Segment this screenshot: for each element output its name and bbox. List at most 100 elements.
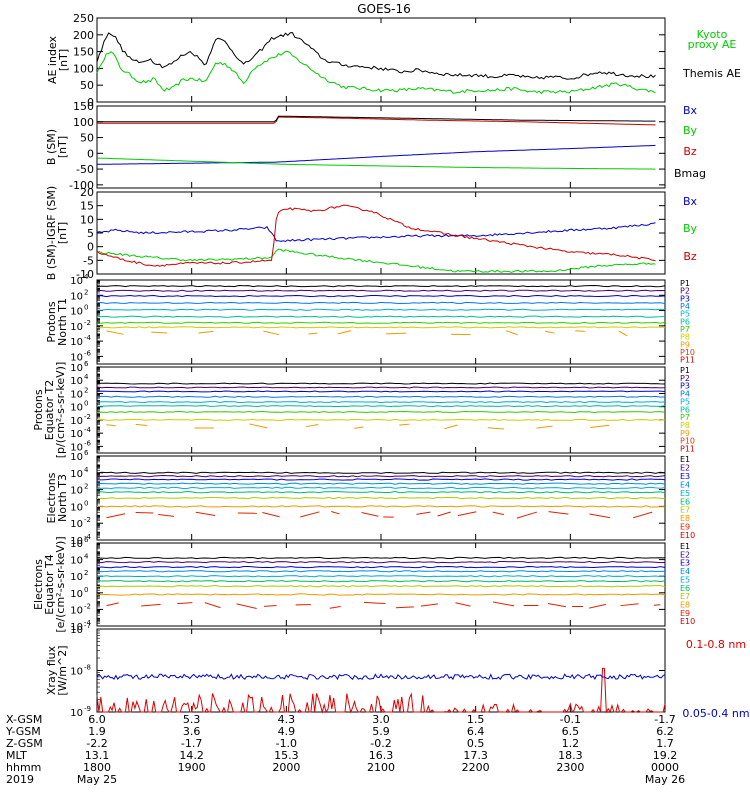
y-tick-label: 10 xyxy=(70,667,83,678)
series-line xyxy=(97,290,665,291)
series-segment xyxy=(396,607,414,608)
y-axis-label: North T1 xyxy=(56,298,69,346)
y-tick-label: 10 xyxy=(70,389,83,400)
series-line xyxy=(97,571,665,572)
y-tick-label: 20 xyxy=(80,186,94,199)
y-tick-label: 10 xyxy=(70,322,83,333)
series-segment xyxy=(205,603,221,608)
y-tick-exponent: -8 xyxy=(84,664,91,672)
x-tick-label: 2100 xyxy=(367,761,395,774)
y-tick-label: 10 xyxy=(70,469,83,480)
series-segment xyxy=(506,331,517,335)
series-segment xyxy=(330,607,341,609)
series-line xyxy=(97,594,665,595)
series-segment xyxy=(589,604,606,608)
y-tick-label: 250 xyxy=(73,12,94,25)
y-tick-label: 10 xyxy=(70,352,83,363)
series-line xyxy=(97,286,665,287)
series-segment xyxy=(106,331,123,334)
y-tick-label: -50 xyxy=(76,163,94,176)
series-p6 xyxy=(97,316,665,317)
series-line xyxy=(97,316,665,317)
series-p4 xyxy=(97,396,665,397)
panel-frame xyxy=(97,192,665,274)
y-tick-label: 10 xyxy=(70,416,83,427)
series-segment xyxy=(536,426,552,428)
y-tick-label: 10 xyxy=(70,291,83,302)
legend-entry: 0.05-0.4 nm xyxy=(682,707,749,720)
series-line xyxy=(97,383,665,384)
series-themis-ae xyxy=(97,33,656,79)
y-tick-exponent: -2 xyxy=(84,413,91,421)
x-tick-label: 1900 xyxy=(178,761,206,774)
series-line xyxy=(97,492,665,493)
series-segment xyxy=(300,512,319,517)
y-tick-label: 10 xyxy=(70,589,83,600)
y-tick-exponent: -2 xyxy=(84,319,91,327)
series-segment xyxy=(158,515,174,517)
series-segment xyxy=(306,424,318,426)
series-segment xyxy=(455,603,470,606)
y-tick-label: 10 xyxy=(70,605,83,616)
series-segment xyxy=(654,605,660,606)
series-segment xyxy=(136,424,147,425)
y-tick-label: 50 xyxy=(80,132,94,145)
series-line xyxy=(97,396,665,397)
series-segment xyxy=(575,331,585,332)
series-e2 xyxy=(97,562,665,563)
legend-entry: Bmag xyxy=(674,167,706,180)
series-p9 xyxy=(106,331,627,336)
series-line xyxy=(97,223,656,242)
series-e8 xyxy=(97,506,665,507)
y-tick-exponent: -7 xyxy=(84,622,91,630)
plot-title: GOES-16 xyxy=(357,2,411,16)
series-segment xyxy=(338,331,351,334)
series-line xyxy=(97,51,656,93)
panel-frame xyxy=(97,280,665,364)
series-segment xyxy=(151,332,167,333)
y-tick-label: 10 xyxy=(70,572,83,583)
series-p5 xyxy=(97,309,665,310)
series-segment xyxy=(106,603,118,606)
series-line xyxy=(97,205,656,266)
y-tick-label: 10 xyxy=(70,429,83,440)
y-tick-exponent: -4 xyxy=(84,426,92,434)
y-tick-exponent: 4 xyxy=(84,553,89,561)
y-tick-exponent: -2 xyxy=(84,602,91,610)
series-line xyxy=(97,483,665,484)
series-segment xyxy=(399,424,409,425)
series-e9 xyxy=(106,512,652,519)
legend-entry: Bx xyxy=(683,195,698,208)
y-tick-label: 10 xyxy=(70,337,83,348)
series-segment xyxy=(264,605,276,606)
series-bz xyxy=(97,205,656,266)
y-tick-label: 10 xyxy=(70,486,83,497)
y-tick-label: 0 xyxy=(87,147,94,160)
series-p5 xyxy=(97,402,665,403)
series-segment xyxy=(237,604,257,609)
series-line xyxy=(97,557,665,558)
y-tick-label: 10 xyxy=(70,376,83,387)
y-tick-exponent: 0 xyxy=(84,304,88,312)
series-segment xyxy=(589,514,609,518)
series-segment xyxy=(438,512,451,516)
y-tick-exponent: 0 xyxy=(84,400,88,408)
series-segment xyxy=(548,603,566,606)
series-p7 xyxy=(97,322,665,323)
y-tick-exponent: 0 xyxy=(84,499,88,507)
series-segment xyxy=(177,603,192,604)
series-e7 xyxy=(97,586,665,587)
x-tick-label: 2300 xyxy=(556,761,584,774)
series-line xyxy=(97,322,665,323)
y-tick-exponent: 2 xyxy=(84,569,88,577)
series-segment xyxy=(196,512,215,515)
series-e3 xyxy=(97,567,665,568)
series-line xyxy=(97,249,656,272)
